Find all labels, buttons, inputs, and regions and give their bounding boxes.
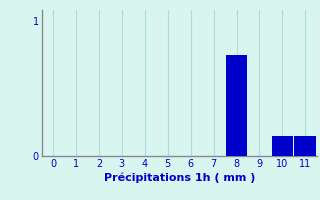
Bar: [294, 136, 316, 156]
X-axis label: Précipitations 1h ( mm ): Précipitations 1h ( mm ): [103, 173, 255, 183]
Bar: [271, 136, 293, 156]
Bar: [226, 55, 247, 156]
